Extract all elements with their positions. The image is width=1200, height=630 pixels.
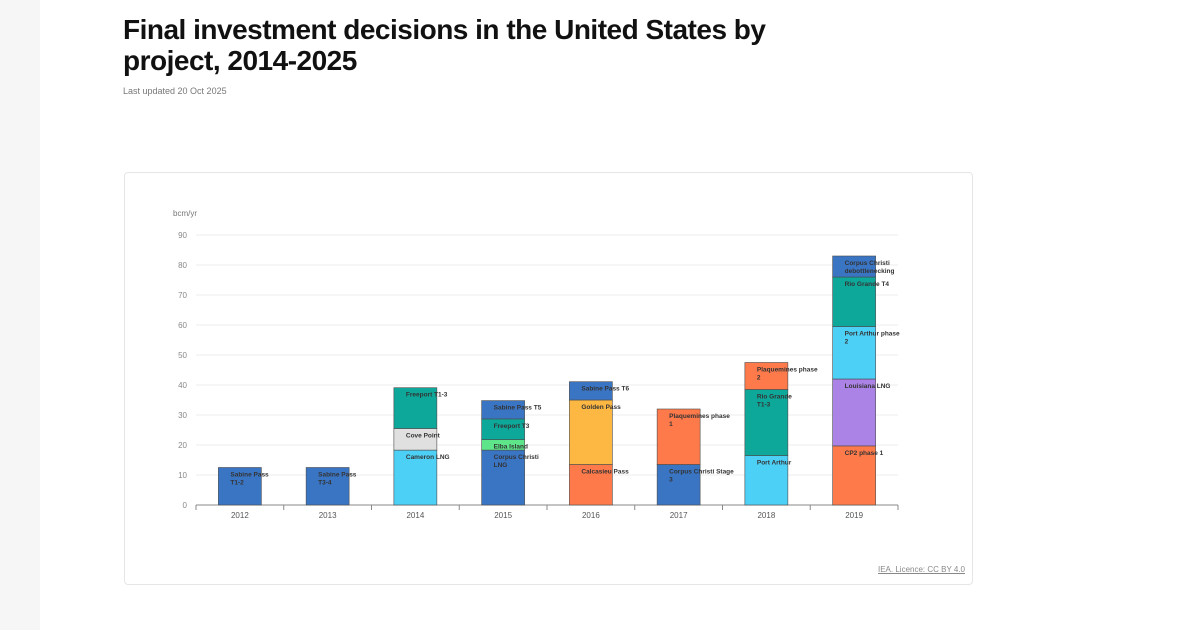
x-tick-label: 2018 xyxy=(757,511,775,520)
bar-segment-label: Corpus Christi LNG xyxy=(494,454,539,469)
bar-segment xyxy=(832,326,876,380)
y-tick-label: 30 xyxy=(178,411,187,420)
bar-segment xyxy=(481,449,525,506)
bar-segment xyxy=(744,455,789,506)
bar-segment xyxy=(832,378,876,447)
bar-segment-label: Port Arthur xyxy=(757,460,792,467)
bar-segment-label: Plaquemines phase 1 xyxy=(669,413,730,428)
bar-segment xyxy=(569,399,613,465)
y-tick-label: 50 xyxy=(178,351,187,360)
bar-segment-label: Corpus Christi debottlenecking xyxy=(845,260,895,275)
y-tick-label: 0 xyxy=(183,501,188,510)
bar-segment xyxy=(569,381,613,401)
bar-segment xyxy=(481,400,525,420)
bar-segment-label: Sabine Pass T5 xyxy=(494,405,542,412)
bar-segment xyxy=(656,408,701,465)
bar-segment xyxy=(744,362,789,390)
bar-segment xyxy=(393,449,438,506)
last-updated: Last updated 20 Oct 2025 xyxy=(123,86,227,96)
bar-segment-label: Freeport T1-3 xyxy=(406,392,448,399)
y-tick-label: 90 xyxy=(178,231,187,240)
x-tick-label: 2016 xyxy=(582,511,600,520)
bar-segment-label: Sabine Pass T1-2 xyxy=(230,472,269,487)
bar-segment xyxy=(393,387,438,429)
x-tick-label: 2019 xyxy=(845,511,863,520)
x-tick-label: 2015 xyxy=(494,511,512,520)
bar-segment xyxy=(832,445,876,506)
bar-segment-label: Rio Grande T4 xyxy=(845,281,890,288)
bar-segment-label: Calcasieu Pass xyxy=(581,469,629,476)
bar-segment xyxy=(218,467,262,506)
y-tick-label: 80 xyxy=(178,261,187,270)
page-margin xyxy=(0,0,40,630)
bar-segment-label: Sabine Pass T6 xyxy=(581,386,629,393)
y-tick-label: 20 xyxy=(178,441,187,450)
bar-segment-label: Elba Island xyxy=(494,444,528,451)
bar-segment-label: Rio Grande T1-3 xyxy=(757,394,792,409)
bar-segment-label: Sabine Pass T3-4 xyxy=(318,472,357,487)
page-title: Final investment decisions in the United… xyxy=(123,14,766,76)
bar-segment xyxy=(832,276,876,327)
x-tick-label: 2013 xyxy=(319,511,337,520)
bar-segment-label: Corpus Christi Stage 3 xyxy=(669,469,734,484)
x-tick-label: 2017 xyxy=(670,511,688,520)
bar-segment-label: Golden Pass xyxy=(581,404,621,411)
bar-segment xyxy=(569,464,613,506)
bar-segment xyxy=(744,389,789,456)
bar-segment-label: Plaquemines phase 2 xyxy=(757,367,818,382)
bar-segment-label: Cameron LNG xyxy=(406,454,450,461)
bar-segment-label: Cove Point xyxy=(406,433,441,440)
bar-segment-label: Freeport T3 xyxy=(494,423,530,430)
bar-segment xyxy=(832,255,876,278)
bar-segment-label: CP2 phase 1 xyxy=(845,450,884,457)
bar-segment-label: Port Arthur phase 2 xyxy=(845,331,900,346)
x-tick-label: 2014 xyxy=(406,511,424,520)
y-tick-label: 70 xyxy=(178,291,187,300)
y-tick-label: 40 xyxy=(178,381,187,390)
licence-link[interactable]: IEA. Licence: CC BY 4.0 xyxy=(878,565,966,574)
chart-card xyxy=(124,172,973,585)
y-axis-label: bcm/yr xyxy=(173,209,197,218)
bar-segment-label: Louisiana LNG xyxy=(845,383,891,390)
x-tick-label: 2012 xyxy=(231,511,249,520)
bar-segment xyxy=(656,464,701,506)
y-tick-label: 60 xyxy=(178,321,187,330)
y-tick-label: 10 xyxy=(178,471,187,480)
bar-segment xyxy=(305,467,350,506)
